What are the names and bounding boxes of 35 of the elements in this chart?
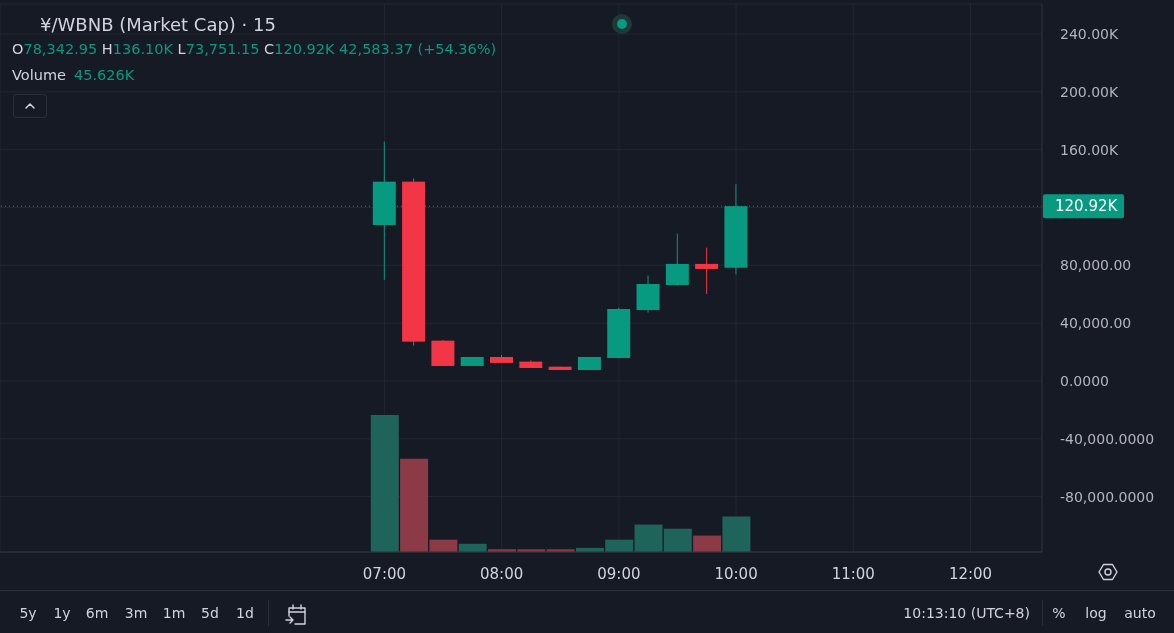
text: 3m bbox=[124, 605, 148, 621]
candlestick bbox=[665, 233, 689, 287]
annotation: 45.626K bbox=[73, 67, 135, 83]
text: log bbox=[1085, 605, 1107, 621]
bar bbox=[370, 415, 399, 552]
text: % bbox=[1052, 605, 1066, 621]
y-tick-label: 160.00K bbox=[1060, 141, 1119, 158]
text: 5y bbox=[19, 605, 37, 621]
y-tick-label: 200.00K bbox=[1060, 83, 1119, 100]
y-tick-label: 240.00K bbox=[1060, 26, 1119, 43]
x-tick-label: 10:00 bbox=[714, 564, 758, 583]
bar bbox=[693, 535, 722, 552]
text: 1d bbox=[236, 605, 254, 621]
text: 5d bbox=[201, 605, 219, 621]
x-tick-label: 07:00 bbox=[362, 564, 407, 583]
x-tick-label: 08:00 bbox=[480, 564, 524, 583]
candlestick bbox=[695, 247, 719, 295]
chart-title: Volume bbox=[12, 67, 66, 83]
ref-line-label: 120.92K bbox=[1055, 197, 1119, 216]
bar bbox=[722, 516, 751, 552]
text: ¥/WBNB (Market Cap) · 15 bbox=[40, 14, 276, 35]
text: 1y bbox=[53, 605, 71, 621]
y-tick-label: 80,000.00 bbox=[1060, 257, 1132, 274]
x-tick-label: 11:00 bbox=[831, 564, 875, 583]
y-tick-label: 40,000.00 bbox=[1060, 315, 1132, 332]
y-tick-label: 0.0000 bbox=[1060, 372, 1109, 389]
x-tick-label: 09:00 bbox=[597, 564, 641, 583]
text: 6m bbox=[85, 605, 109, 621]
text: auto bbox=[1124, 605, 1156, 621]
text: 1m bbox=[162, 605, 186, 621]
text: O78,342.95 H136.10K L73,751.15 C120.92K 42,583.37 (+54.36%) bbox=[12, 41, 497, 57]
text: 10:13:10 (UTC+8) bbox=[903, 605, 1030, 621]
y-tick-label: -80,000.0000 bbox=[1060, 488, 1155, 505]
x-tick-label: 12:00 bbox=[948, 564, 993, 583]
y-tick-label: -40,000.0000 bbox=[1060, 430, 1155, 447]
